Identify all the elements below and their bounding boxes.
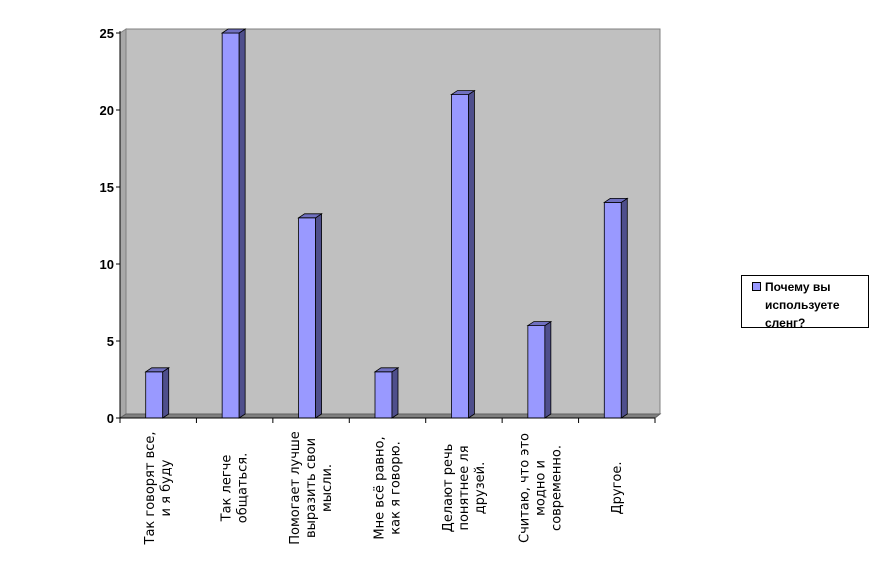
legend: Почему вы используете сленг? [741, 275, 869, 330]
x-category-label-line: модно и [533, 460, 548, 516]
x-category-label-line: как я говорю. [389, 441, 404, 534]
x-category-label: Другое. [610, 461, 625, 514]
bar-side [238, 28, 246, 419]
bar [220, 28, 247, 419]
bar-top [220, 28, 247, 34]
bar-top [144, 367, 171, 373]
bar [602, 197, 629, 419]
x-category-label-line: друзей. [473, 462, 488, 514]
x-category-label: Мне всё равно,как я говорю. [373, 436, 404, 539]
bar [144, 367, 171, 419]
bar-front [527, 325, 546, 419]
bar-top [602, 197, 629, 203]
legend-swatch [752, 282, 761, 291]
x-category-label-line: Помогает лучше [288, 431, 303, 545]
bar-front [451, 94, 469, 419]
legend-label: Почему вы используете сленг? [765, 280, 840, 330]
bar [526, 320, 553, 419]
y-tick-label: 10 [100, 257, 114, 272]
bar-front [298, 217, 316, 419]
bar [450, 89, 476, 419]
bar-side [162, 367, 170, 419]
chart-axes [116, 31, 656, 423]
bar-top [526, 321, 553, 327]
bar-side [315, 213, 322, 419]
bar-side [544, 320, 552, 419]
x-category-label-line: понятнее ля [457, 445, 472, 530]
x-category-label-line: Делают речь [441, 444, 456, 533]
x-category-label: Помогает лучшевыразить своимысли. [288, 431, 335, 545]
x-category-label-line: Считаю, что это [517, 433, 532, 543]
x-category-label: Считаю, что этомодно исовременно. [517, 433, 564, 543]
y-tick-label: 20 [100, 103, 114, 118]
x-category-label-line: мысли. [320, 464, 335, 512]
bar-top [373, 367, 400, 373]
x-category-label: Делают речьпонятнее лядрузей. [441, 444, 488, 533]
y-tick-label: 15 [100, 180, 114, 195]
bar-front [374, 371, 393, 419]
x-category-label-line: Так легче [220, 455, 235, 523]
x-category-label-line: общаться. [236, 453, 251, 524]
x-category-label: Так говорят все,и я буду [143, 431, 174, 545]
x-category-label-line: Другое. [610, 461, 625, 514]
x-category-label: Так легчеобщаться. [220, 453, 251, 524]
bar-side [620, 197, 628, 419]
y-tick-label: 25 [100, 26, 114, 41]
chart-labels: 0 5 10 15 20 25 Так говорят все,и я буду Так ле… [100, 26, 625, 546]
bar [297, 213, 323, 419]
bar-top [450, 90, 476, 95]
y-tick-label: 0 [107, 411, 114, 426]
x-category-label-line: выразить свои [304, 438, 319, 538]
x-category-label-line: Так говорят все, [143, 431, 158, 545]
y-tick-label: 5 [107, 334, 114, 349]
bar-side [391, 367, 399, 419]
bar-top [297, 213, 323, 219]
bar-front [145, 371, 164, 419]
bar-front [603, 201, 622, 419]
chart-walls [118, 28, 662, 419]
bar-front [221, 32, 240, 419]
x-category-label-line: современно. [549, 445, 564, 531]
chart-bars [144, 28, 629, 419]
x-category-label-line: и я буду [159, 459, 174, 516]
back-wall [125, 28, 661, 415]
bar-side [468, 89, 475, 419]
side-wall [119, 28, 127, 419]
x-category-label-line: Мне всё равно, [373, 436, 388, 539]
bar [373, 367, 400, 419]
